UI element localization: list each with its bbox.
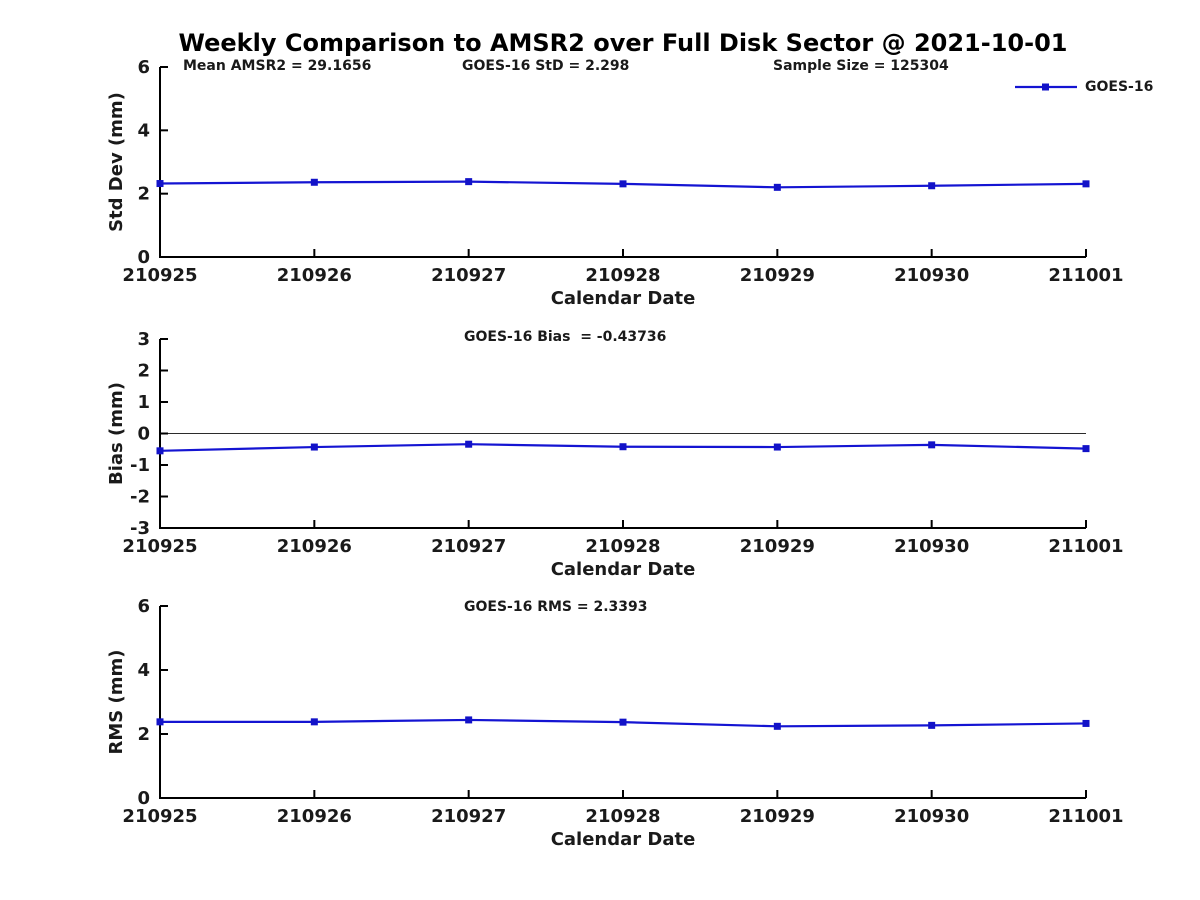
y-tick-label: 0	[137, 788, 150, 809]
x-tick-label: 210926	[277, 536, 352, 557]
data-point-marker	[928, 721, 936, 729]
legend: GOES-16	[1014, 79, 1153, 95]
x-tick-label: 210925	[122, 536, 197, 557]
y-axis-label: RMS (mm)	[106, 650, 127, 755]
x-tick-label: 211001	[1048, 265, 1123, 286]
x-tick-label: 210925	[122, 265, 197, 286]
y-tick-label: 1	[137, 392, 150, 413]
y-tick-label: 2	[137, 184, 150, 205]
y-tick-label: 2	[137, 361, 150, 382]
annotation-goes16-rms: GOES-16 RMS = 2.3393	[464, 599, 648, 615]
x-tick-label: 210928	[585, 265, 660, 286]
x-tick-label: 211001	[1048, 806, 1123, 827]
x-tick-label: 210929	[740, 806, 815, 827]
x-axis-label: Calendar Date	[551, 559, 696, 580]
data-point-marker	[465, 440, 473, 448]
data-point-marker	[619, 718, 627, 726]
data-point-marker	[1082, 445, 1090, 453]
y-tick-label: 0	[137, 424, 150, 445]
data-point-marker	[310, 178, 318, 186]
x-tick-label: 210926	[277, 806, 352, 827]
data-point-marker	[465, 716, 473, 724]
x-axis-label: Calendar Date	[551, 288, 696, 309]
x-tick-label: 210930	[894, 806, 969, 827]
data-point-marker	[465, 178, 473, 186]
annotation-goes16-std: GOES-16 StD = 2.298	[462, 58, 630, 74]
data-point-marker	[928, 182, 936, 190]
data-point-marker	[928, 441, 936, 449]
y-tick-label: 4	[137, 120, 150, 141]
y-tick-label: 4	[137, 660, 150, 681]
data-point-marker	[156, 447, 164, 455]
x-tick-label: 210927	[431, 806, 506, 827]
y-tick-label: 0	[137, 247, 150, 268]
data-point-marker	[156, 718, 164, 726]
data-point-marker	[773, 443, 781, 451]
x-tick-label: 210928	[585, 536, 660, 557]
x-tick-label: 210925	[122, 806, 197, 827]
data-point-marker	[773, 722, 781, 730]
data-point-marker	[1082, 719, 1090, 727]
x-tick-label: 210930	[894, 265, 969, 286]
data-point-marker	[156, 180, 164, 188]
legend-label: GOES-16	[1085, 79, 1154, 95]
figure-title: Weekly Comparison to AMSR2 over Full Dis…	[178, 29, 1068, 57]
data-point-marker	[619, 180, 627, 188]
annotation-sample-size: Sample Size = 125304	[773, 58, 949, 74]
x-tick-label: 210927	[431, 536, 506, 557]
data-point-marker	[310, 718, 318, 726]
x-tick-label: 210929	[740, 536, 815, 557]
data-point-marker	[773, 183, 781, 191]
y-tick-label: -1	[130, 455, 150, 476]
data-point-marker	[1082, 180, 1090, 188]
x-tick-label: 210928	[585, 806, 660, 827]
x-tick-label: 210926	[277, 265, 352, 286]
annotation-goes16-bias: GOES-16 Bias = -0.43736	[464, 329, 667, 345]
y-tick-label: 6	[137, 57, 150, 78]
y-tick-label: 2	[137, 724, 150, 745]
x-axis-label: Calendar Date	[551, 829, 696, 850]
data-point-marker	[310, 443, 318, 451]
y-tick-label: -3	[130, 518, 150, 539]
y-axis-label: Std Dev (mm)	[106, 92, 127, 232]
x-tick-label: 210927	[431, 265, 506, 286]
annotation-mean-amsr2: Mean AMSR2 = 29.1656	[183, 58, 372, 74]
legend-line-marker-icon	[1015, 83, 1077, 91]
data-point-marker	[619, 443, 627, 451]
y-tick-label: -2	[130, 487, 150, 508]
x-tick-label: 211001	[1048, 536, 1123, 557]
y-tick-label: 6	[137, 596, 150, 617]
x-tick-label: 210930	[894, 536, 969, 557]
y-tick-label: 3	[137, 329, 150, 350]
x-tick-label: 210929	[740, 265, 815, 286]
y-axis-label: Bias (mm)	[106, 382, 127, 485]
